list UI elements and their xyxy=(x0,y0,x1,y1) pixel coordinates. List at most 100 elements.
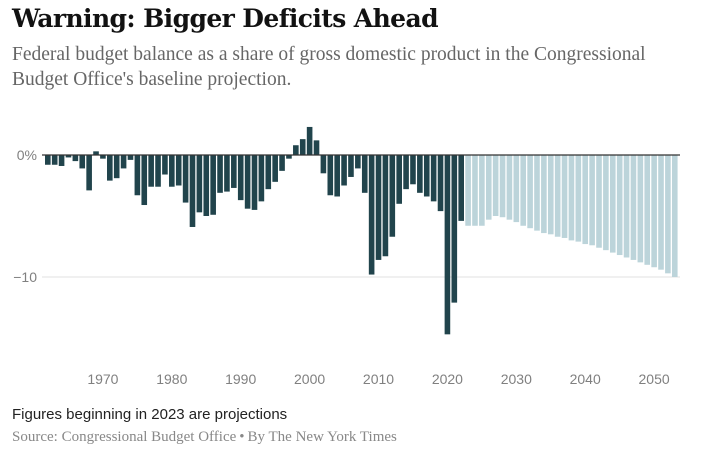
bar-projection-2048 xyxy=(637,155,644,263)
y-axis-labels: 0% −10 xyxy=(13,147,37,285)
bar-historical-1981 xyxy=(175,155,182,186)
bar-historical-1996 xyxy=(279,155,285,171)
credit-text: By The New York Times xyxy=(247,429,397,445)
bar-historical-2021 xyxy=(451,155,458,303)
bar-projection-2035 xyxy=(547,155,554,235)
bar-projection-2039 xyxy=(575,155,582,242)
y-tick-label: −10 xyxy=(13,269,37,285)
projection-note: Figures beginning in 2023 are projection… xyxy=(12,406,288,423)
bar-projection-2047 xyxy=(630,155,637,260)
bar-historical-1983 xyxy=(189,155,196,227)
bar-historical-2004 xyxy=(334,155,340,197)
bar-historical-1990 xyxy=(237,155,244,201)
source-text: Source: Congressional Budget Office xyxy=(12,429,237,445)
bar-historical-1975 xyxy=(134,155,141,196)
bar-projection-2026 xyxy=(485,155,492,220)
x-tick-label: 1980 xyxy=(156,371,187,387)
bar-historical-1974 xyxy=(127,155,134,160)
bar-historical-1987 xyxy=(217,155,223,193)
bar-historical-1970 xyxy=(100,155,106,159)
bar-projection-2050 xyxy=(651,155,657,268)
y-tick-label: 0% xyxy=(17,147,37,163)
x-axis-labels: 1970 1980 1990 2000 2010 2020 2030 2040 2050 xyxy=(87,371,670,387)
bar-historical-1965 xyxy=(65,155,72,158)
bar-projection-2044 xyxy=(609,155,616,253)
bar-projection-2053 xyxy=(671,155,678,277)
bar-historical-1967 xyxy=(79,155,86,169)
chart-title: Warning: Bigger Deficits Ahead xyxy=(12,4,439,33)
bar-projection-2030 xyxy=(513,155,520,223)
bar-historical-1998 xyxy=(293,145,299,155)
separator-dot: • xyxy=(239,429,245,445)
bar-historical-1994 xyxy=(265,155,272,190)
bar-historical-2002 xyxy=(320,155,327,174)
bar-historical-1962 xyxy=(45,155,51,165)
bar-chart: 0% −10 1970 1980 1990 2000 2010 2020 2030 2040 20… xyxy=(13,126,680,387)
bar-historical-1984 xyxy=(196,155,203,213)
bar-projection-2037 xyxy=(561,155,568,238)
bar-historical-2022 xyxy=(458,155,464,221)
bar-historical-1976 xyxy=(141,155,148,206)
bar-historical-2016 xyxy=(417,155,423,193)
bar-historical-1993 xyxy=(258,155,265,202)
x-tick-label: 2040 xyxy=(570,371,601,387)
bar-historical-1997 xyxy=(286,155,292,159)
x-tick-label: 2030 xyxy=(501,371,532,387)
x-tick-label: 2020 xyxy=(432,371,463,387)
bar-historical-2019 xyxy=(437,155,444,212)
bar-projection-2045 xyxy=(616,155,623,256)
bar-historical-2009 xyxy=(368,155,375,275)
bar-historical-1986 xyxy=(210,155,216,215)
bar-projection-2023 xyxy=(465,155,471,226)
bar-historical-1963 xyxy=(51,155,58,165)
bar-historical-2001 xyxy=(313,140,320,155)
bar-historical-1982 xyxy=(182,155,189,203)
bar-projection-2029 xyxy=(506,155,513,220)
bar-historical-1973 xyxy=(120,155,127,169)
bar-historical-2006 xyxy=(348,155,354,177)
bar-historical-1977 xyxy=(148,155,154,187)
bar-historical-2007 xyxy=(355,155,361,169)
bar-historical-1988 xyxy=(224,155,230,192)
bar-historical-2014 xyxy=(403,155,409,190)
bar-historical-1964 xyxy=(58,155,65,166)
bar-historical-2010 xyxy=(375,155,382,260)
bar-projection-2033 xyxy=(534,155,540,231)
bar-historical-2005 xyxy=(341,155,347,186)
bar-projection-2032 xyxy=(527,155,533,229)
bar-historical-1989 xyxy=(231,155,237,188)
bar-projection-2051 xyxy=(658,155,664,270)
bar-historical-1972 xyxy=(113,155,120,179)
bar-historical-1966 xyxy=(72,155,79,162)
bar-historical-2015 xyxy=(410,155,416,185)
source-line: Source: Congressional Budget Office • By T… xyxy=(12,429,397,446)
bar-projection-2046 xyxy=(623,155,630,258)
bar-historical-1991 xyxy=(244,155,251,209)
bar-projection-2034 xyxy=(541,155,547,234)
x-tick-label: 1990 xyxy=(225,371,256,387)
bar-projection-2040 xyxy=(582,155,589,245)
bar-historical-1980 xyxy=(169,155,175,187)
bar-historical-2020 xyxy=(444,155,451,335)
bar-historical-2003 xyxy=(327,155,334,196)
bar-historical-1971 xyxy=(107,155,113,181)
bar-projection-2031 xyxy=(520,155,527,226)
bar-projection-2036 xyxy=(554,155,561,237)
bar-projection-2049 xyxy=(644,155,651,265)
bar-projection-2025 xyxy=(479,155,485,226)
bar-historical-1999 xyxy=(299,139,306,155)
x-tick-label: 2050 xyxy=(639,371,670,387)
bars xyxy=(45,126,678,335)
bar-historical-2012 xyxy=(389,155,396,237)
bar-projection-2042 xyxy=(596,155,602,248)
bar-projection-2043 xyxy=(603,155,609,251)
bar-historical-1969 xyxy=(93,151,99,155)
bar-projection-2028 xyxy=(499,155,506,218)
bar-projection-2041 xyxy=(589,155,595,246)
bar-projection-2027 xyxy=(492,155,499,216)
x-tick-label: 1970 xyxy=(87,371,118,387)
bar-historical-2013 xyxy=(396,155,402,204)
bar-historical-1985 xyxy=(203,155,210,216)
bar-historical-2000 xyxy=(306,126,313,155)
chart-subtitle: Federal budget balance as a share of gro… xyxy=(12,44,646,90)
